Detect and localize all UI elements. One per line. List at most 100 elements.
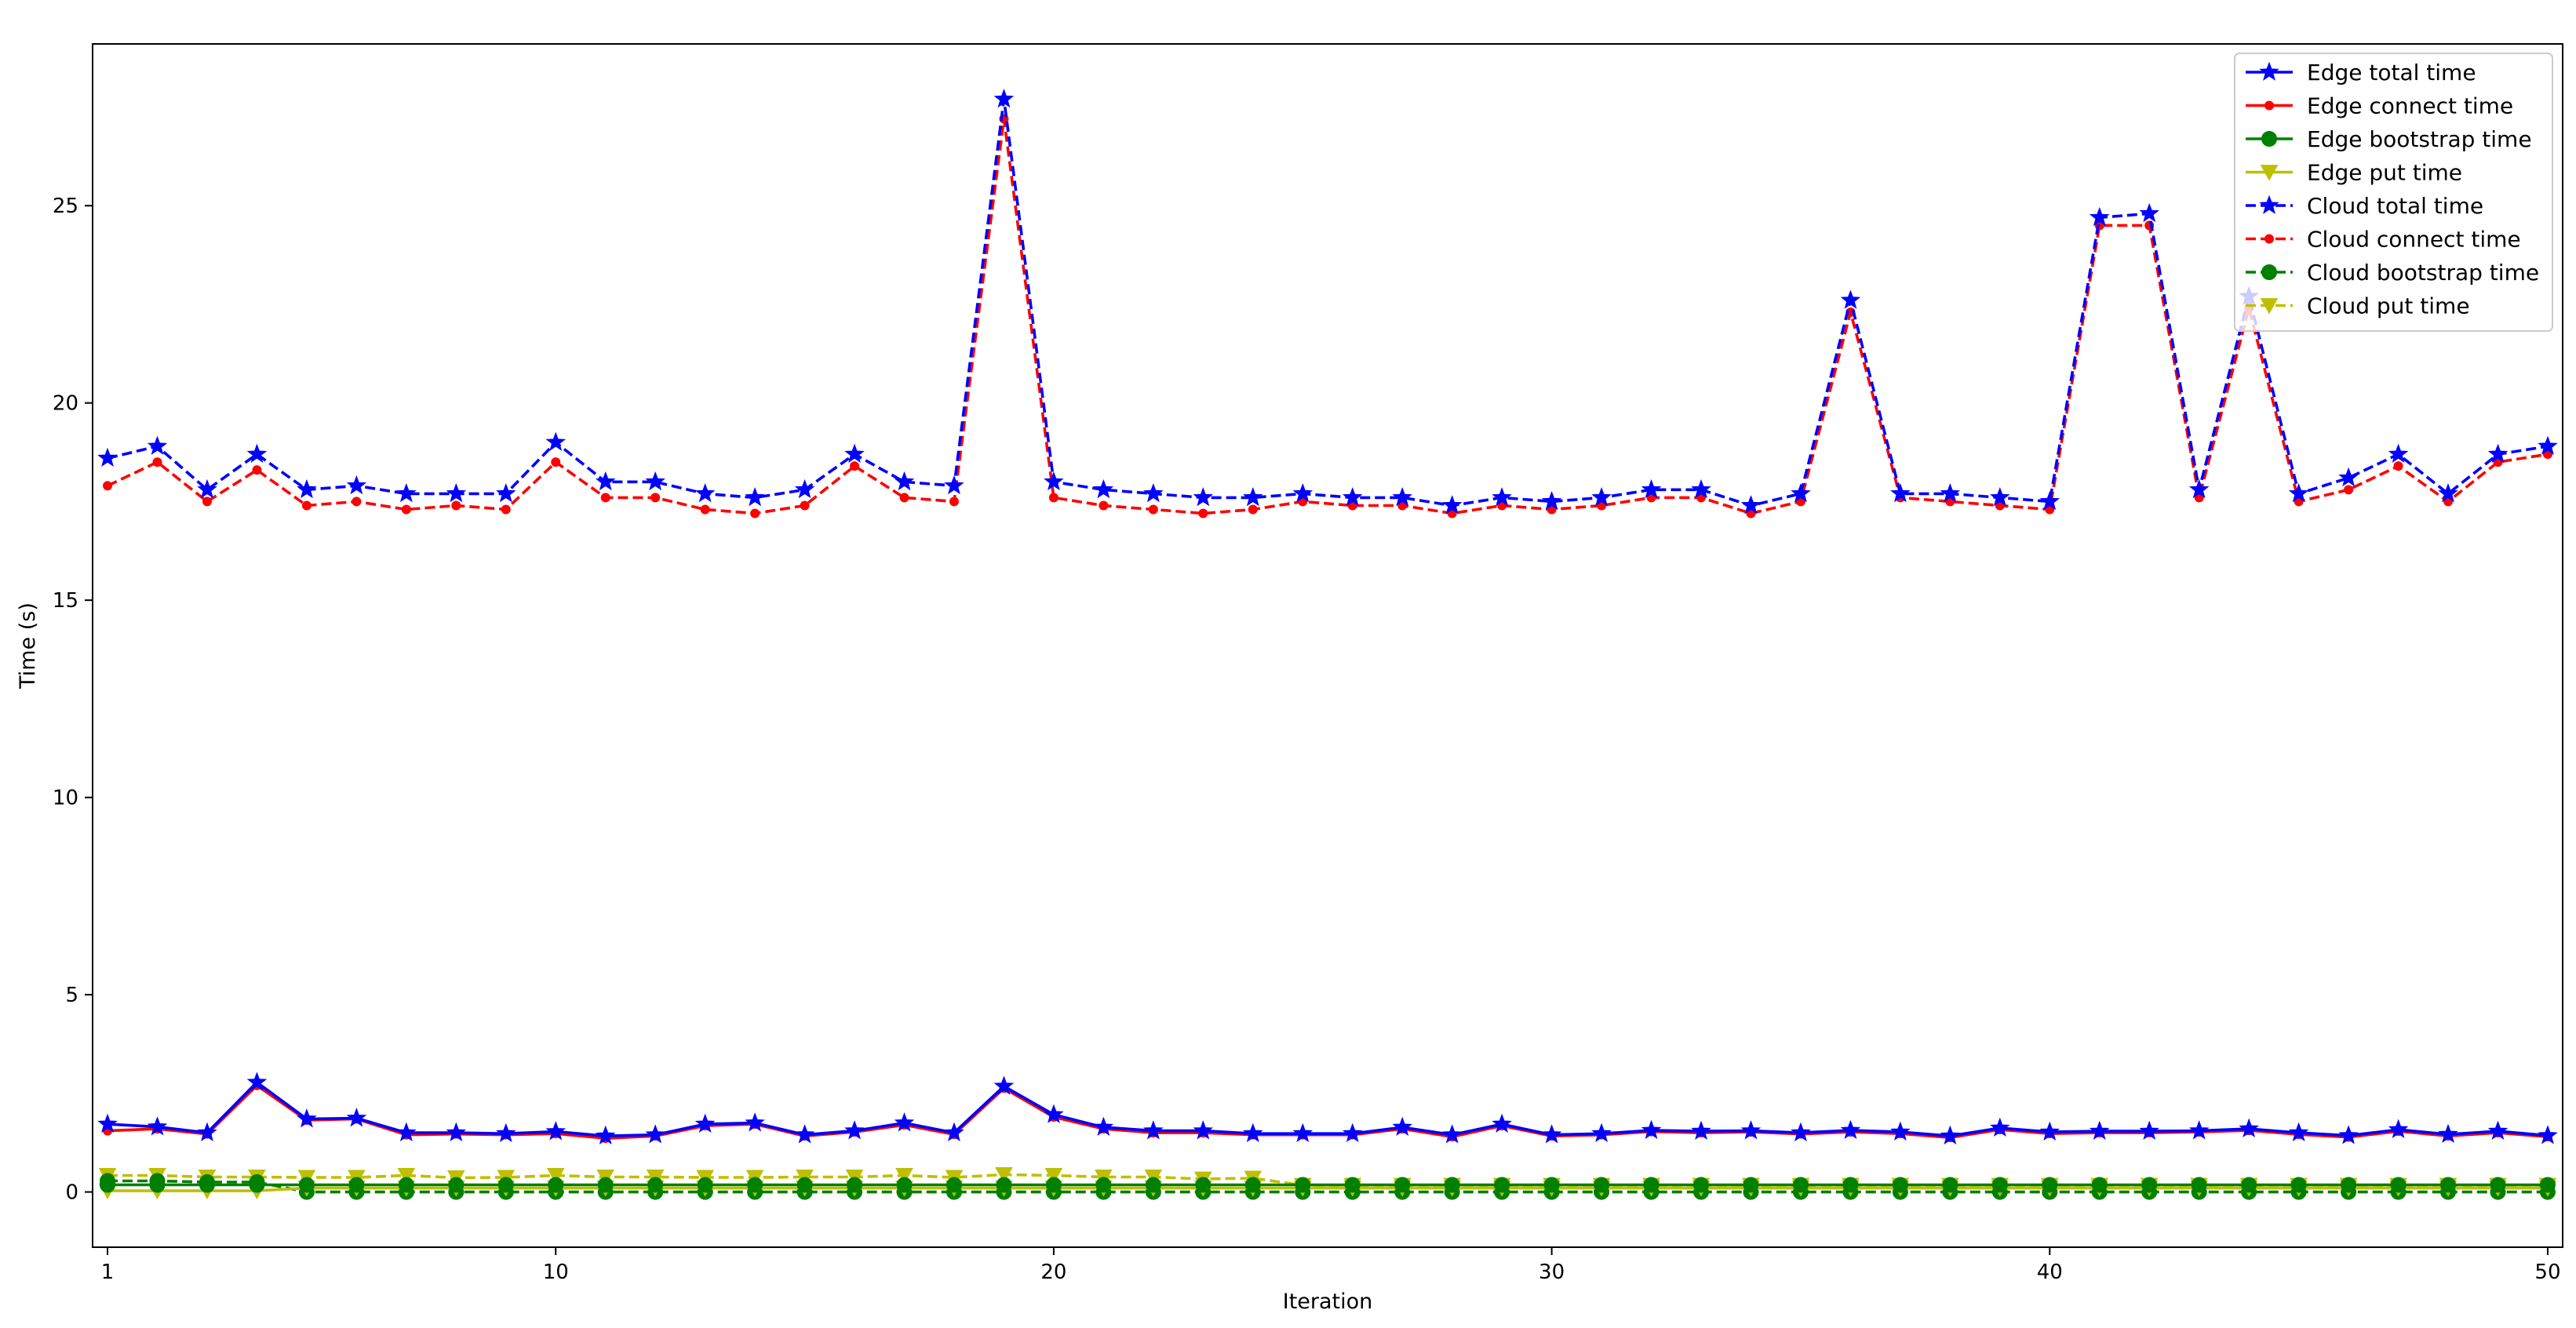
- data-point: [497, 1177, 514, 1193]
- data-point: [1045, 1177, 1062, 1193]
- data-point: [2393, 461, 2403, 471]
- data-point: [249, 1177, 265, 1193]
- data-point: [1048, 493, 1058, 503]
- data-point: [1591, 486, 1612, 507]
- data-point: [2239, 1118, 2259, 1137]
- data-point: [1991, 1177, 2008, 1193]
- data-point: [700, 504, 710, 515]
- data-point: [2089, 1120, 2110, 1140]
- data-point: [396, 482, 417, 503]
- data-point: [597, 1177, 614, 1193]
- series-line: [107, 117, 2549, 515]
- data-point: [246, 1071, 268, 1091]
- data-point: [548, 1177, 564, 1193]
- data-point: [348, 1177, 365, 1193]
- y-tick-label: 0: [65, 1181, 78, 1205]
- plot-frame: [92, 43, 2563, 1248]
- data-point: [1441, 1124, 1463, 1144]
- data-point: [352, 497, 362, 507]
- data-point: [1095, 1177, 1112, 1193]
- data-point: [97, 1113, 118, 1133]
- data-point: [800, 500, 810, 511]
- data-point: [546, 1168, 565, 1184]
- legend-label: Cloud total time: [2307, 193, 2483, 219]
- data-point: [1243, 486, 1263, 507]
- data-point: [97, 447, 118, 467]
- data-point: [501, 504, 511, 515]
- data-point: [2290, 1177, 2307, 1193]
- data-point: [545, 1121, 567, 1141]
- data-point: [2338, 467, 2359, 487]
- y-tick-label: 15: [53, 589, 78, 613]
- series-line: [107, 1081, 2549, 1137]
- data-point: [1892, 1177, 1908, 1193]
- data-point: [2390, 1177, 2407, 1193]
- data-point: [496, 482, 516, 503]
- data-point: [1044, 1104, 1064, 1123]
- data-point: [147, 435, 168, 455]
- data-point: [1099, 500, 1109, 511]
- data-point: [694, 1113, 716, 1133]
- data-point: [2241, 1177, 2257, 1193]
- data-point: [1193, 486, 1214, 507]
- data-point: [794, 1124, 815, 1144]
- data-point: [446, 482, 467, 503]
- data-point: [645, 1124, 665, 1144]
- data-point: [1643, 1177, 1660, 1193]
- data-point: [100, 1177, 116, 1193]
- data-point: [1143, 482, 1164, 503]
- data-point: [1292, 1122, 1314, 1143]
- data-point: [1148, 504, 1158, 515]
- data-point: [894, 471, 915, 491]
- legend-label: Cloud connect time: [2307, 227, 2521, 253]
- data-point: [152, 457, 162, 468]
- legend-marker: [2259, 61, 2279, 81]
- x-tick-label: 10: [543, 1261, 569, 1284]
- series-edge-total-time: [97, 1071, 2558, 1145]
- data-point: [2344, 485, 2354, 495]
- data-point: [396, 1122, 417, 1142]
- y-axis-label: Time (s): [16, 602, 40, 689]
- data-point: [1392, 486, 1412, 507]
- legend-item: Cloud connect time: [2246, 227, 2521, 253]
- data-point: [2490, 1177, 2506, 1193]
- data-point: [1740, 495, 1762, 515]
- data-point: [844, 443, 865, 463]
- data-point: [645, 471, 665, 491]
- data-point: [996, 1177, 1012, 1193]
- data-point: [1691, 478, 1711, 499]
- data-point: [1244, 1177, 1261, 1193]
- data-point: [1594, 1177, 1610, 1193]
- data-point: [1641, 478, 1662, 499]
- data-point: [545, 431, 567, 451]
- data-point: [397, 1168, 416, 1184]
- legend-marker: [2264, 234, 2274, 244]
- data-point: [496, 1122, 516, 1143]
- data-point: [1044, 471, 1064, 491]
- data-point: [1444, 1177, 1460, 1193]
- data-point: [1145, 1177, 1161, 1193]
- data-point: [103, 481, 113, 491]
- legend-item: Edge bootstrap time: [2246, 126, 2532, 152]
- data-point: [2091, 1177, 2108, 1193]
- data-point: [2438, 482, 2458, 503]
- data-point: [1591, 1122, 1612, 1143]
- data-point: [1243, 1122, 1263, 1143]
- data-point: [1494, 1177, 1510, 1193]
- data-point: [1344, 1177, 1361, 1193]
- data-point: [1198, 508, 1208, 518]
- data-point: [2539, 1177, 2556, 1193]
- data-point: [1044, 1168, 1063, 1184]
- data-point: [796, 1177, 813, 1193]
- data-point: [2191, 1177, 2207, 1193]
- data-point: [297, 478, 317, 499]
- data-point: [850, 461, 860, 471]
- data-point: [297, 1108, 317, 1128]
- data-point: [1890, 482, 1911, 503]
- data-point: [197, 1122, 217, 1142]
- data-point: [899, 493, 909, 503]
- data-point: [1840, 289, 1861, 309]
- legend-marker: [2260, 298, 2279, 315]
- data-point: [1791, 482, 1811, 503]
